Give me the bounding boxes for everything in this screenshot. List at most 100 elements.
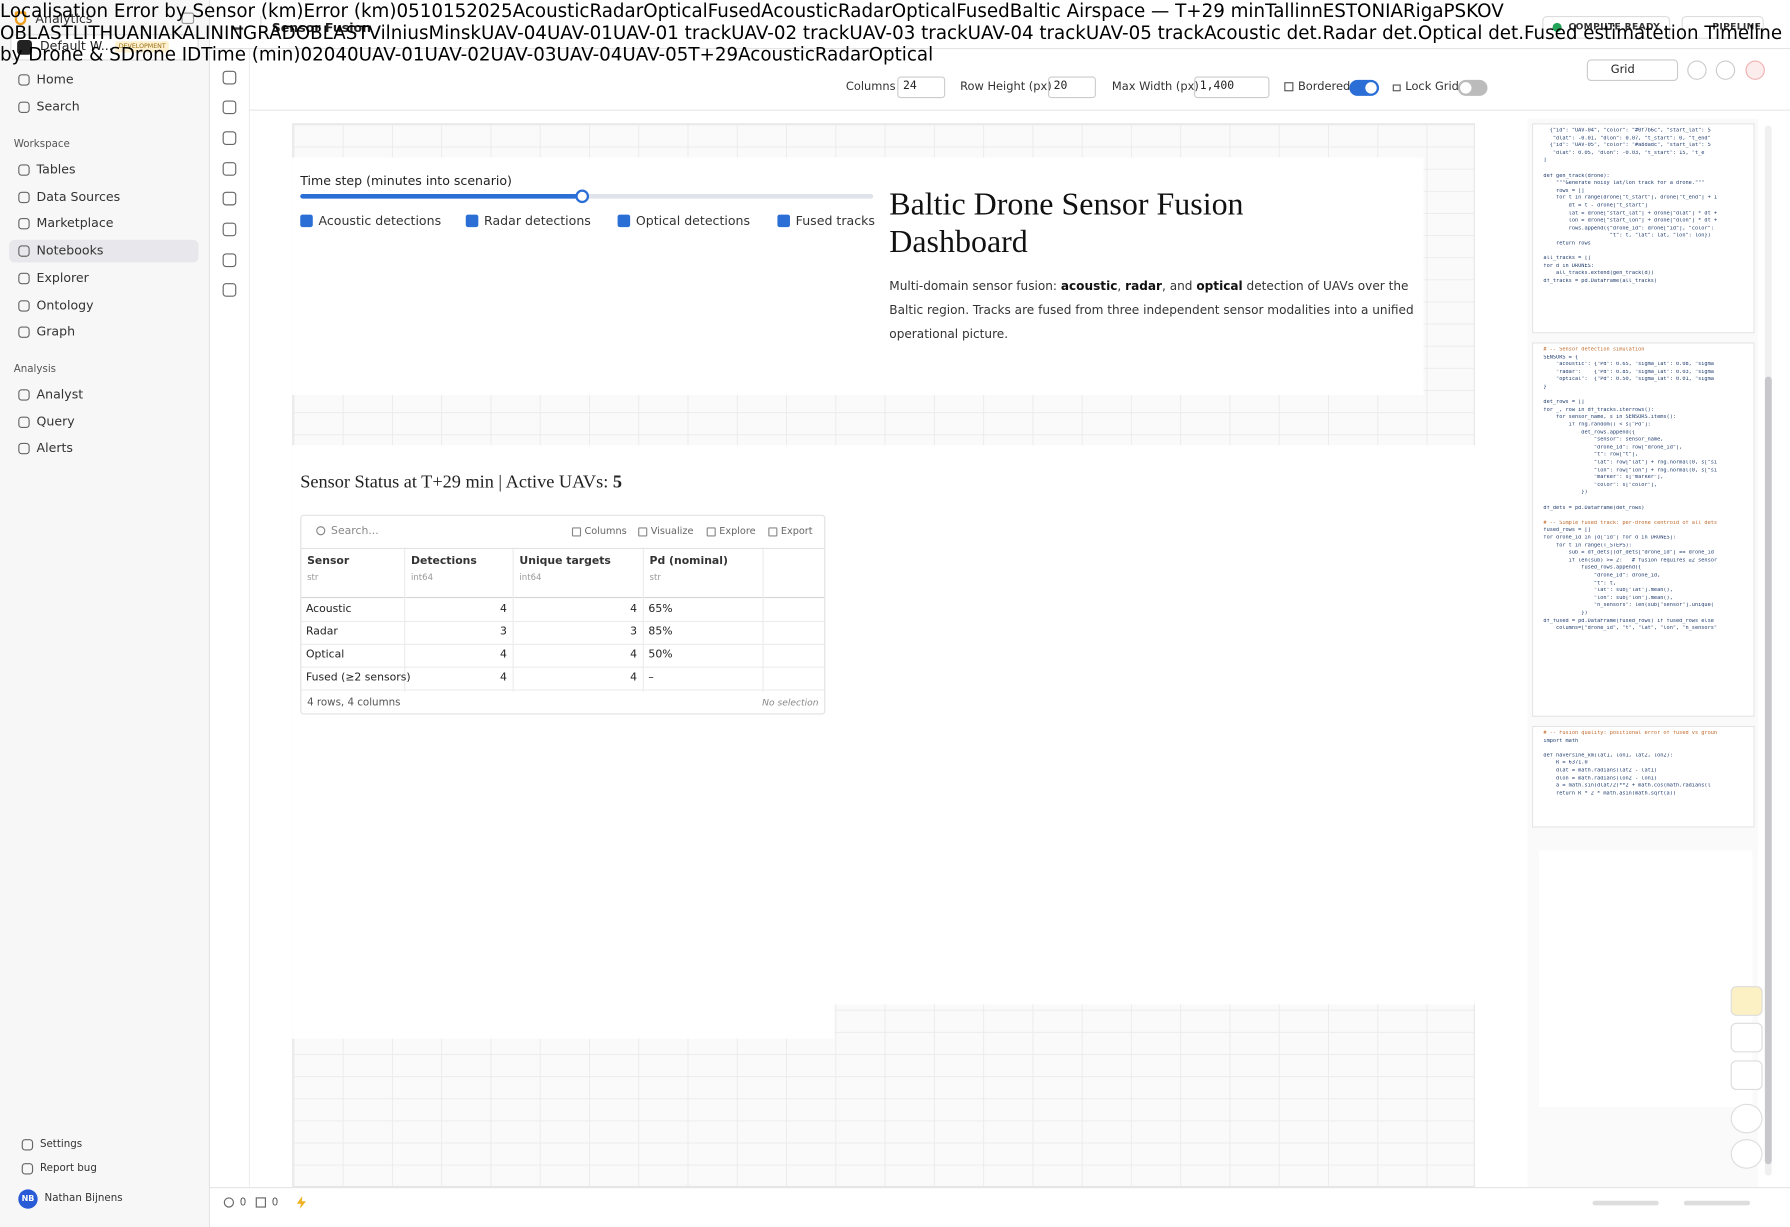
rail-icon[interactable] <box>222 222 237 237</box>
search-input[interactable]: Search... <box>331 525 379 538</box>
nav-item[interactable]: Graph <box>36 324 76 339</box>
place-label: OBLAST <box>295 21 369 44</box>
code-line: for d in DRONES: <box>1543 263 1594 270</box>
bordered-icon <box>1284 82 1294 92</box>
code-line: return rows <box>1543 240 1591 247</box>
floating-button[interactable] <box>1730 1103 1763 1134</box>
avatar: NB <box>18 1189 38 1209</box>
nav-item[interactable]: Tables <box>36 162 76 177</box>
notebook-title: Sensor Fusion <box>271 20 372 36</box>
table-cell: 4 <box>499 648 507 661</box>
table-action[interactable]: Export <box>780 526 813 538</box>
nav-item[interactable]: Analyst <box>36 386 84 402</box>
slider-knob[interactable] <box>575 189 590 204</box>
floating-button[interactable] <box>1730 1139 1763 1169</box>
max-width-input[interactable] <box>1194 76 1270 99</box>
sidebar <box>0 0 211 1227</box>
rail-icon[interactable] <box>222 283 237 297</box>
checkbox[interactable] <box>465 214 479 228</box>
checkbox[interactable] <box>300 214 313 228</box>
code-line: }) <box>1543 610 1588 617</box>
nav-icon <box>18 74 30 86</box>
table-action[interactable]: Columns <box>584 526 627 538</box>
code-line: "lon": sub["lon"].mean(), <box>1543 595 1673 602</box>
nav-item[interactable]: Alerts <box>36 440 73 456</box>
place-label: UAV-01 <box>546 21 613 44</box>
column-divider <box>642 549 644 692</box>
code-line: "color": s["color"], <box>1543 482 1658 489</box>
floating-button[interactable] <box>1730 1022 1763 1053</box>
columns-label: Columns <box>845 81 896 94</box>
place-label: UAV-04 <box>480 21 547 44</box>
nav-item[interactable]: Data Sources <box>36 189 121 205</box>
nav-item[interactable]: Home <box>36 71 74 87</box>
code-line: for _, row in df_tracks.iterrows(): <box>1543 407 1654 413</box>
y-axis-label: Error (km) <box>303 0 397 22</box>
nav-icon <box>18 272 30 285</box>
legend-label: Optical <box>891 0 957 22</box>
place-label: KALININGRAD <box>170 21 296 44</box>
rail-icon[interactable] <box>222 253 237 268</box>
nav-icon <box>18 191 30 204</box>
code-line: rows.append({"drone_id": drone["id"], "c… <box>1543 225 1714 232</box>
code-line: "sensor": sensor_name, <box>1543 437 1664 444</box>
checkbox[interactable] <box>777 214 790 228</box>
row-height-input[interactable] <box>1047 76 1096 99</box>
nav-item[interactable]: Ontology <box>36 297 94 313</box>
max-width-label: Max Width (px) <box>1111 81 1199 94</box>
status-dot <box>1552 22 1562 32</box>
column-type: int64 <box>410 571 434 583</box>
rail-icon[interactable] <box>222 70 237 85</box>
nav-item[interactable]: Search <box>36 99 80 115</box>
table-action[interactable]: Explore <box>719 526 756 538</box>
collapse-button[interactable] <box>181 12 195 24</box>
row-border <box>301 689 825 691</box>
nav-item[interactable]: Report bug <box>39 1163 97 1175</box>
column-type: str <box>307 571 319 583</box>
table-title: Sensor Status at T+29 min | Active UAVs:… <box>300 471 622 494</box>
table-cell: 4 <box>499 602 507 616</box>
code-line: df_tracks = pd.DataFrame(all_tracks) <box>1543 278 1658 285</box>
chart-title: tion Timeline by Drone & S <box>0 21 1783 66</box>
view-select[interactable] <box>1586 59 1679 82</box>
action-icon <box>768 527 778 537</box>
code-line: SENSORS = { <box>1543 354 1579 361</box>
nav-item[interactable]: Query <box>36 414 75 430</box>
menu-button[interactable] <box>1687 60 1707 80</box>
time-marker-label: T+29 <box>688 43 739 66</box>
slider-label: Time step (minutes into scenario) <box>300 173 512 189</box>
floating-button[interactable] <box>1730 1060 1763 1091</box>
columns-input[interactable] <box>897 76 946 99</box>
action-icon <box>706 527 716 537</box>
code-line: }) <box>1543 490 1588 496</box>
pipeline-button[interactable] <box>1681 15 1764 39</box>
table-frame <box>300 514 826 715</box>
zoom-slider <box>1592 1200 1659 1206</box>
header-border <box>301 547 825 550</box>
rail-icon[interactable] <box>222 191 237 206</box>
table-cell: 3 <box>630 625 638 639</box>
icon-rail <box>210 47 251 1188</box>
rail-icon[interactable] <box>222 131 237 145</box>
code-line: ] <box>1543 157 1547 164</box>
rail-icon[interactable] <box>222 100 237 115</box>
rail-icon[interactable] <box>222 162 237 176</box>
code-line: for drone_id in [d["id"] for d in DRONES… <box>1543 535 1677 542</box>
table-action[interactable]: Visualize <box>650 526 694 538</box>
nav-item[interactable]: Notebooks <box>36 243 104 258</box>
settings-button[interactable] <box>1715 60 1736 80</box>
scrollbar-thumb <box>1764 376 1772 1165</box>
table-cell: 85% <box>648 625 673 639</box>
close-button[interactable] <box>1745 60 1765 80</box>
place-label: Tallinn <box>1265 0 1323 22</box>
nav-item[interactable]: Settings <box>39 1139 83 1151</box>
checkbox[interactable] <box>617 214 631 228</box>
nav-item[interactable]: Marketplace <box>36 215 114 231</box>
legend-label: Fused estimate <box>1524 21 1664 44</box>
nav-item[interactable]: Explorer <box>36 270 89 286</box>
floating-button[interactable] <box>1730 986 1763 1016</box>
compute-button[interactable] <box>1542 15 1671 39</box>
back-arrow[interactable] <box>231 27 244 30</box>
table-cell: 65% <box>648 602 673 616</box>
